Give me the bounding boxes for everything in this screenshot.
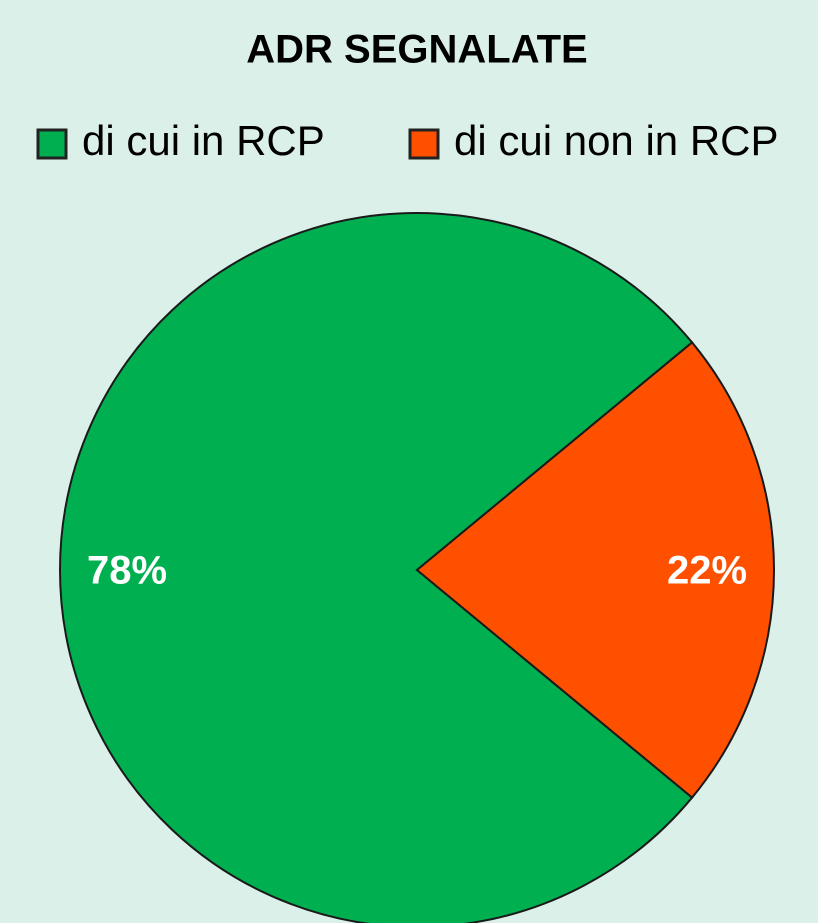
data-label: 78% <box>87 549 167 593</box>
legend-swatch <box>36 128 68 160</box>
legend-label: di cui in RCP <box>82 117 325 164</box>
chart-title: ADR SEGNALATE <box>246 28 587 72</box>
pie-slice <box>58 212 694 923</box>
legend-label: di cui non in RCP <box>454 117 779 164</box>
pie-slice <box>415 341 775 799</box>
data-label: 22% <box>667 549 747 593</box>
legend-swatch <box>408 128 440 160</box>
